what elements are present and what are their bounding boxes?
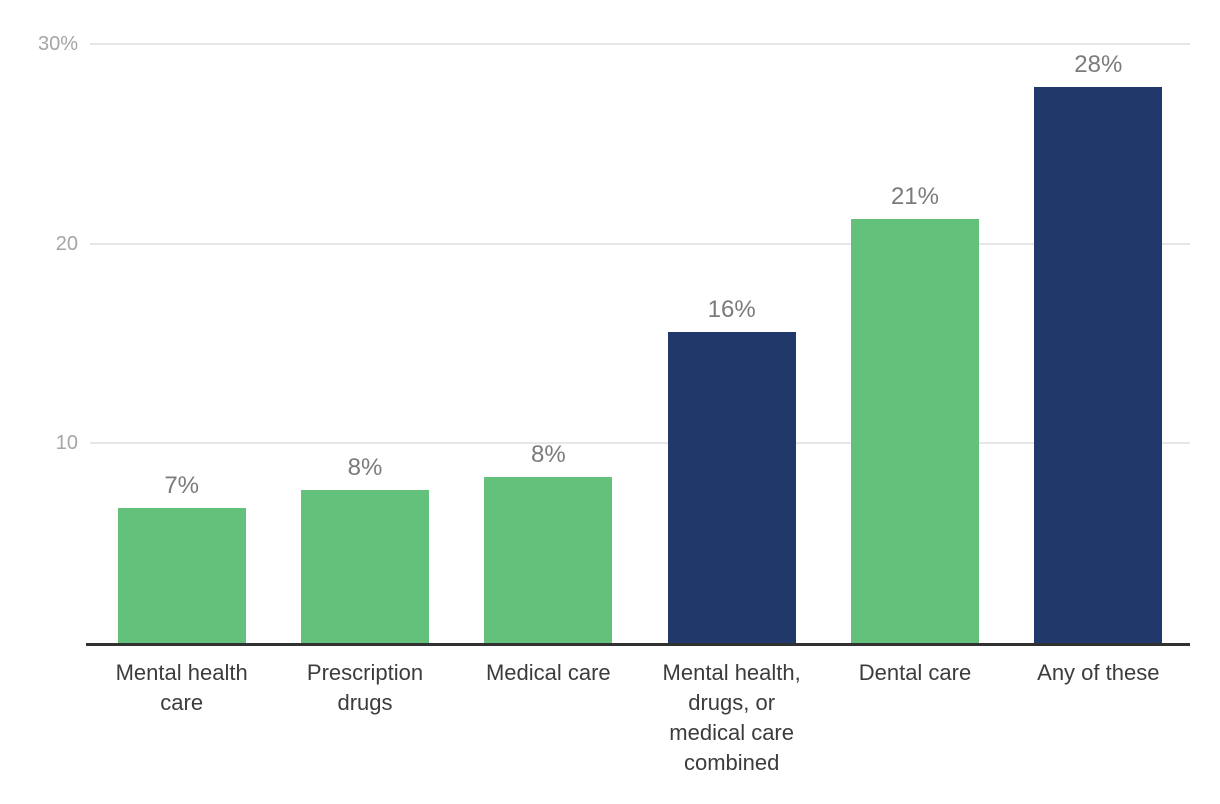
band-medical-care: 8% [457,44,640,643]
value-label-dental-care: 21% [890,182,939,210]
x-axis-label-prescription-drugs: Prescription drugs [306,660,424,715]
gridline-30 [90,43,1190,45]
y-tick-label-20: 20 [55,232,78,255]
value-label-mental-health-drugs-or-medical-care-combined: 16% [707,295,756,323]
x-axis-label-mental-health-drugs-or-medical-care-combined: Mental health, drugs, or medical care co… [662,660,801,775]
bar-mental-health-drugs-or-medical-care-combined [667,331,796,643]
band-dental-care: 21% [823,44,1006,643]
value-label-mental-health-care: 7% [164,472,199,500]
plot-area: 7% 8% 8% 16% 21% 28% [90,44,1190,643]
x-axis-label-mental-health-care: Mental health care [115,660,248,715]
bar-any-of-these [1034,86,1163,643]
bar-prescription-drugs [300,490,429,643]
gridline-10 [90,442,1190,445]
value-label-any-of-these: 28% [1074,50,1123,78]
bar-mental-health-care [117,508,246,643]
gridline-20 [90,242,1190,245]
y-tick-label-10: 10 [55,432,78,455]
bar-dental-care [850,218,979,643]
y-tick-label-30: 30% [37,33,78,55]
band-any-of-these: 28% [1007,44,1190,643]
x-axis-label-medical-care: Medical care [485,660,611,685]
band-mental-health-drugs-or-medical-care-combined: 16% [640,44,823,643]
band-mental-health-care: 7% [90,44,273,643]
bar-medical-care [484,477,613,643]
value-label-medical-care: 8% [530,441,566,469]
band-prescription-drugs: 8% [273,44,456,643]
x-axis: Mental health care Prescription drugs Medi… [90,658,1190,778]
x-axis-label-any-of-these: Any of these [1037,660,1160,685]
value-label-prescription-drugs: 8% [347,454,383,482]
x-axis-line [86,643,1190,646]
x-axis-label-dental-care: Dental care [858,660,972,685]
